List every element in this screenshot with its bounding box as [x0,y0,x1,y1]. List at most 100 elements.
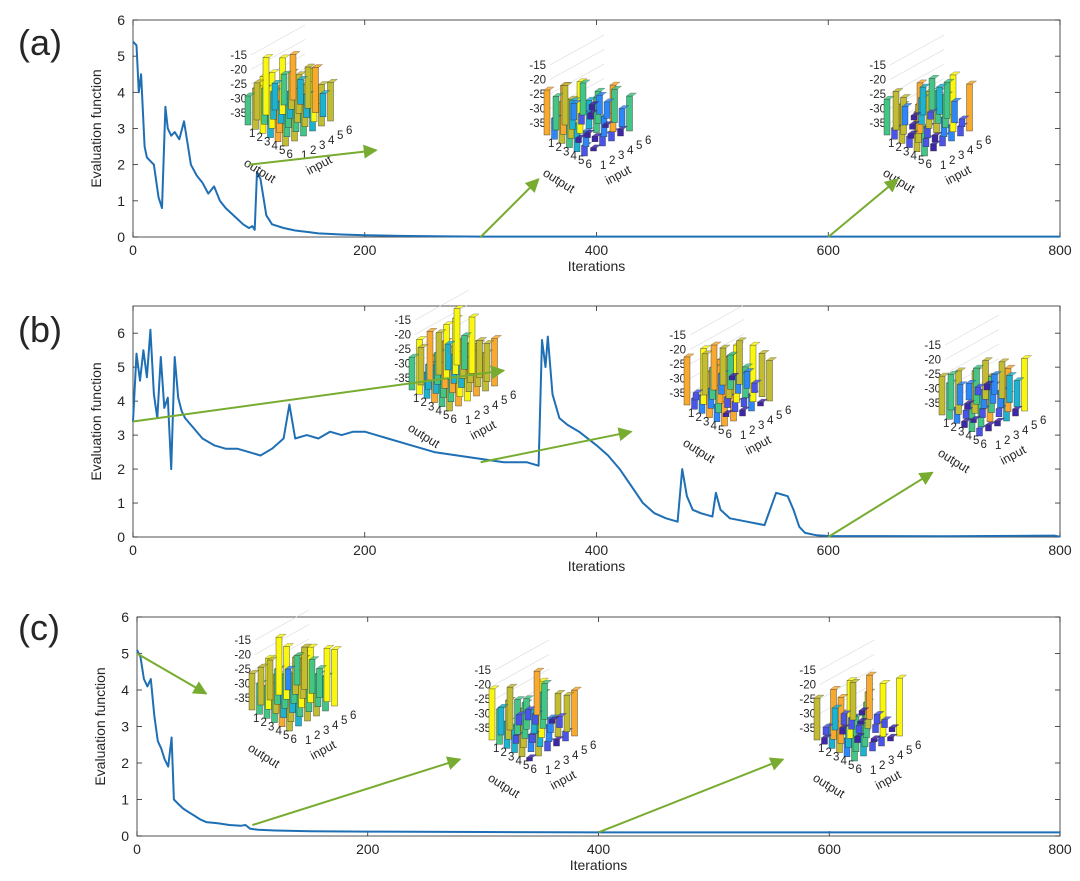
inset-bar [728,375,736,381]
inset-z-tick-label: -25 [799,694,816,706]
y-tick-label: 3 [117,121,125,137]
inset-output-tick: 1 [413,393,419,405]
inset-bar-top [887,733,898,738]
inset-input-tick: 5 [906,745,912,757]
inset-bar [524,709,532,721]
inset-input-tick: 2 [310,145,316,157]
inset-bar [888,727,896,733]
inset-bar-top [837,694,849,698]
inset-z-tick-label: -30 [234,679,251,691]
inset-bar-top [323,645,335,649]
inset-bar [683,356,691,406]
inset-grid-line [250,24,306,56]
inset-bar [248,673,256,711]
inset-bar-top [533,667,545,672]
inset-bar [257,666,265,706]
inset-input-tick: 3 [563,755,569,767]
inset-bar [461,335,468,370]
y-tick-label: 4 [117,84,125,100]
inset-output-tick: 4 [841,756,848,768]
inset-bar [719,347,727,386]
inset-input-tick: 4 [967,145,974,157]
inset-input-label: input [998,442,1029,467]
inset-bar-top [491,335,502,339]
inset-input-tick: 4 [767,415,774,427]
inset-bar [444,343,452,371]
inset-bar-top [881,716,892,720]
y-tick-label: 0 [117,529,125,545]
inset-bar-top [483,340,495,344]
inset-z-tick-label: -35 [799,723,816,735]
y-axis-label: Evaluation function [92,667,108,785]
inset-bar [284,668,292,691]
inset-bar [289,54,297,101]
inset-bar-top [488,685,500,690]
inset-z-tick-label: -20 [669,345,686,357]
inset-bar [512,735,520,744]
inset-bar-top [949,71,961,76]
inset-bar [596,95,603,115]
inset-input-tick: 2 [949,155,955,167]
inset-output-tick: 3 [264,136,270,148]
inset-bar [626,95,633,132]
inset-bar-top [526,754,537,758]
inset-bar-top [262,54,274,58]
inset-output-label: output [245,741,282,772]
inset-bar-top [575,134,586,139]
inset-output-label: output [680,436,717,467]
inset-bar [896,677,903,737]
y-tick-label: 6 [117,12,125,28]
inset-bar-top [813,694,825,699]
y-tick-label: 0 [117,229,125,245]
inset-bar-top [991,371,1002,375]
inset-input-tick: 3 [888,755,894,767]
inset-bar-top [244,92,256,97]
inset-bar [579,82,587,116]
x-tick-label: 600 [818,841,842,857]
inset-output-tick: 6 [981,439,987,451]
inset-input-tick: 2 [554,760,560,772]
inset-bar [331,649,338,707]
inset-bar-top [280,70,292,75]
inset-z-tick-label: -35 [924,398,941,410]
inset-bar [603,101,611,119]
inset-bar-top [900,94,911,98]
inset-input-tick: 1 [940,160,946,172]
inset-bar [253,82,261,121]
inset-grid-line [549,49,605,80]
inset-bar-top [985,421,996,425]
x-tick-label: 600 [817,242,841,258]
inset-bar-top [994,417,1005,422]
inset-bar [275,636,283,696]
inset-bar-top [284,665,296,670]
x-axis-label: Iterations [570,857,628,873]
inset-output-tick: 4 [571,151,578,163]
inset-z-tick-label: -30 [474,709,491,721]
inset-bar-top [584,129,595,134]
inset-bar [692,392,700,401]
inset-bar-top [873,711,885,715]
inset-bar [901,106,909,126]
inset-output-tick: 3 [958,426,964,438]
inset-z-tick-label: -35 [230,108,247,120]
annotation-arrow [248,144,378,166]
inset-bar [991,374,998,395]
inset-bar [588,104,596,111]
inset-bar-top [1006,372,1017,376]
inset-bar [854,736,861,743]
inset-input-tick: 1 [870,765,876,777]
inset-output-tick: 3 [833,751,839,763]
inset-bar [878,736,885,747]
inset-bar [483,343,491,382]
inset-grid-line [414,289,470,321]
inset-bar [618,108,626,127]
inset-input-tick: 6 [985,135,991,147]
inset-bar-top [538,677,549,682]
inset-bar-top [257,663,269,668]
inset-bar-top [304,63,316,68]
inset-output-tick: 4 [911,151,918,163]
inset-z-tick-label: -25 [924,369,941,381]
inset-z-tick-label: -35 [529,118,546,130]
inset-bar [1006,375,1013,403]
inset-bar-top [579,79,591,84]
